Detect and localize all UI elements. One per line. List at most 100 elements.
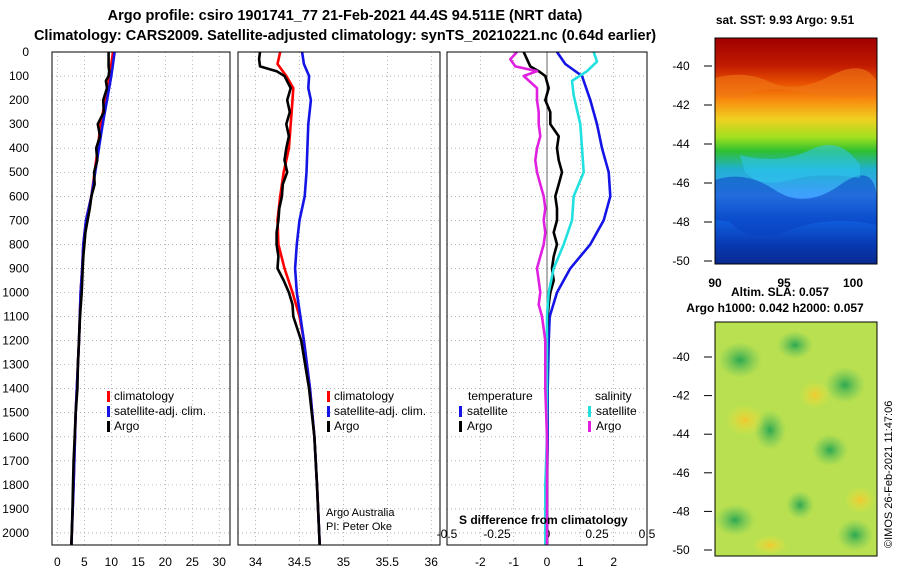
sst-lon-tick-95: 95 xyxy=(777,276,791,290)
depth-tick-label: 1100 xyxy=(3,310,29,324)
salinity-panel: 34 34.5 35 35.5 36 xyxy=(237,51,441,569)
x-tick-label: 30 xyxy=(213,555,227,569)
depth-tick-label: 800 xyxy=(9,237,29,251)
depth-tick-label: 700 xyxy=(9,213,29,227)
depth-tick-label: 300 xyxy=(9,117,29,131)
sla-map-subtitle: Argo h1000: 0.042 h2000: 0.057 xyxy=(686,301,864,315)
series-line-satellite-adj-clim- xyxy=(70,51,116,546)
sst-lon-tick-90: 90 xyxy=(708,276,722,290)
salinity-diff-tick-label: -0.25 xyxy=(483,527,511,541)
x-tick-label: 35.5 xyxy=(376,555,400,569)
sla-warm-patch xyxy=(752,535,788,555)
sla-eddy xyxy=(786,491,814,519)
title-line-2: Climatology: CARS2009. Satellite-adjuste… xyxy=(34,28,656,44)
salinity-diff-tick-label: 0.25 xyxy=(585,527,609,541)
lat-tick-label: -42 xyxy=(672,389,690,403)
x-tick-label: 10 xyxy=(105,555,119,569)
x-tick-label: 15 xyxy=(132,555,146,569)
sst-map-border xyxy=(714,37,878,265)
legend-argo: Argo xyxy=(334,419,360,433)
legend-temp-satellite: satellite xyxy=(467,404,508,418)
x-tick-label: 35 xyxy=(337,555,351,569)
legend-swatch-sal-argo xyxy=(588,421,591,432)
sla-eddy xyxy=(837,519,873,551)
series-line-argo xyxy=(70,52,111,546)
x-tick-label: 1 xyxy=(577,555,584,569)
depth-tick-label: 0 xyxy=(22,45,29,59)
depth-tick-label: 900 xyxy=(9,261,29,275)
lat-tick-label: -48 xyxy=(672,504,690,518)
sla-map-border xyxy=(714,321,878,557)
sla-eddy xyxy=(812,434,848,466)
sla-warm-patch xyxy=(725,404,765,436)
depth-tick-label: 1000 xyxy=(2,285,29,299)
x-tick-label: 5 xyxy=(81,555,88,569)
lat-tick-label: -42 xyxy=(672,98,690,112)
lat-tick-label: -40 xyxy=(672,59,690,73)
lat-tick-label: -46 xyxy=(672,466,690,480)
temperature-legend: climatology satellite-adj. clim. Argo xyxy=(107,389,206,433)
lat-tick-label: -44 xyxy=(672,137,690,151)
sst-front-warm xyxy=(715,68,877,98)
lat-tick-label: -50 xyxy=(672,543,690,557)
x-tick-label: 20 xyxy=(159,555,173,569)
temperature-panel: 0 5 10 15 20 25 30 xyxy=(51,51,231,569)
x-tick-label: -2 xyxy=(475,555,486,569)
panel-frame xyxy=(237,51,441,546)
depth-tick-label: 600 xyxy=(9,189,29,203)
depth-tick-label: 1500 xyxy=(2,406,29,420)
depth-tick-label: 400 xyxy=(9,141,29,155)
legend-satellite: satellite-adj. clim. xyxy=(334,404,426,418)
legend-swatch-sal-satellite xyxy=(588,406,591,417)
depth-axis: 0 100 200 300 400 500 600 700 800 900 1000 1100 1200… xyxy=(2,45,29,540)
x-tick-label: 36 xyxy=(425,555,439,569)
sla-warm-patch xyxy=(799,381,831,409)
lat-tick-label: -50 xyxy=(672,254,690,268)
sla-eddy xyxy=(777,331,813,359)
sla-map-title: Altim. SLA: 0.057 xyxy=(731,285,829,299)
x-tick-label: 34 xyxy=(249,555,263,569)
sla-lat-axis: -40 -42 -44 -46 -48 -50 xyxy=(672,350,712,557)
lat-tick-label: -48 xyxy=(672,215,690,229)
x-tick-label: 0 xyxy=(54,555,61,569)
lat-tick-label: -46 xyxy=(672,176,690,190)
argo-australia-credit: Argo Australia xyxy=(326,507,395,519)
legend-sal-satellite: satellite xyxy=(596,404,637,418)
legend-header-temperature: temperature xyxy=(468,389,533,403)
legend-swatch-satellite xyxy=(107,406,110,417)
sla-map: Altim. SLA: 0.057 Argo h1000: 0.042 h200… xyxy=(672,285,878,557)
sst-lon-tick-100: 100 xyxy=(843,276,863,290)
title-line-1: Argo profile: csiro 1901741_77 21-Feb-20… xyxy=(108,8,583,24)
lat-tick-label: -44 xyxy=(672,427,690,441)
legend-climatology: climatology xyxy=(334,389,394,403)
legend-swatch-argo xyxy=(327,421,330,432)
depth-tick-label: 1600 xyxy=(2,430,29,444)
legend-swatch-satellite xyxy=(327,406,330,417)
depth-tick-label: 1300 xyxy=(2,358,29,372)
sst-cyan-tongue xyxy=(740,145,860,183)
series-line-argo xyxy=(257,51,321,546)
depth-tick-label: 2000 xyxy=(2,526,29,540)
imos-credit: ©IMOS 26-Feb-2021 11:47:06 xyxy=(883,401,895,548)
x-tick-label: 25 xyxy=(186,555,200,569)
legend-header-salinity: salinity xyxy=(595,389,632,403)
legend-swatch-climatology xyxy=(107,391,110,402)
legend-swatch-temp-argo xyxy=(459,421,462,432)
x-tick-label: 34.5 xyxy=(288,555,312,569)
panel-frame xyxy=(446,51,648,546)
salinity-legend: climatology satellite-adj. clim. Argo Ar… xyxy=(326,389,426,533)
series-line-salinity-argo xyxy=(508,51,549,545)
depth-tick-label: 1900 xyxy=(2,502,29,516)
difference-panel: -2 -1 0 1 2-0.5 -0.25 0 0.25 0.5 xyxy=(437,51,656,569)
legend-temp-argo: Argo xyxy=(467,419,493,433)
sla-warm-patch xyxy=(844,486,876,514)
lat-tick-label: -40 xyxy=(672,350,690,364)
x-tick-label: 2 xyxy=(610,555,617,569)
difference-legend: temperature salinity satellite Argo sate… xyxy=(459,389,637,527)
depth-tick-label: 1700 xyxy=(2,454,29,468)
pi-credit: PI: Peter Oke xyxy=(326,521,392,533)
depth-tick-label: 200 xyxy=(9,93,29,107)
legend-sal-argo: Argo xyxy=(596,419,622,433)
legend-swatch-climatology xyxy=(327,391,330,402)
